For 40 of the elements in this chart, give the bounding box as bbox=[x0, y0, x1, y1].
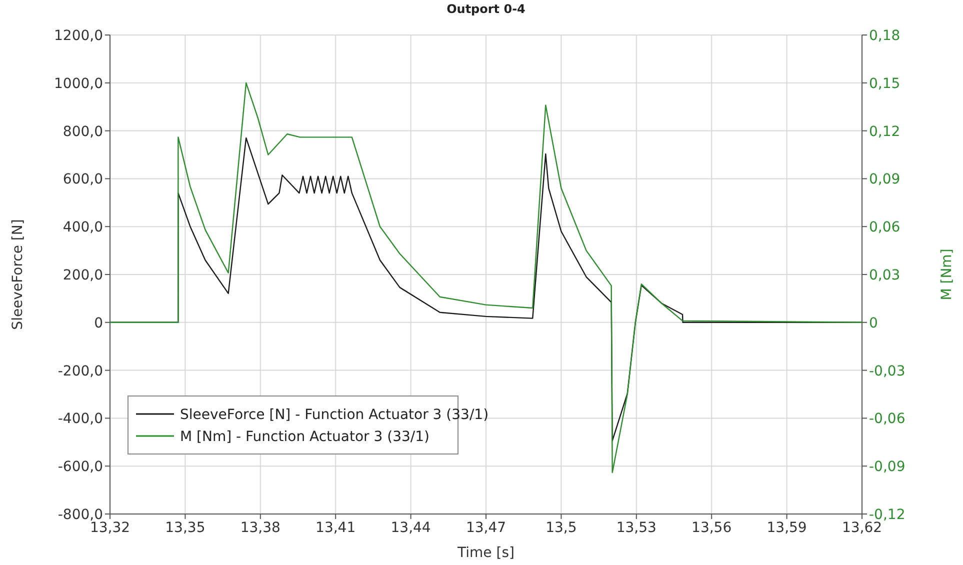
x-tick-label: 13,41 bbox=[316, 520, 356, 536]
line-series bbox=[109, 82, 863, 474]
y2-tick-label: 0,15 bbox=[869, 76, 900, 92]
y2-tick-label: -0,12 bbox=[869, 507, 906, 523]
y-tick-label: -800,0 bbox=[58, 507, 103, 523]
x-tick-label: 13,47 bbox=[466, 520, 506, 536]
legend-label: SleeveForce [N] - Function Actuator 3 (33/1) bbox=[180, 407, 489, 423]
y-axis-title: SleeveForce [N] bbox=[10, 219, 26, 330]
y-tick-label: 1200,0 bbox=[54, 28, 103, 44]
y2-tick-label: 0,18 bbox=[869, 28, 900, 44]
y2-tick-label: 0,09 bbox=[869, 172, 900, 188]
y-tick-label: -600,0 bbox=[58, 459, 103, 476]
y2-tick-label: 0 bbox=[869, 315, 878, 332]
y2-axis-title: M [Nm] bbox=[939, 248, 955, 300]
y2-tick-label: 0,03 bbox=[869, 268, 900, 284]
y2-tick-label: 0,06 bbox=[869, 220, 900, 236]
chart-title: Outport 0-4 bbox=[446, 2, 526, 16]
y2-tick-label: -0,03 bbox=[869, 363, 906, 380]
x-tick-label: 13,32 bbox=[90, 520, 130, 536]
x-tick-label: 13,62 bbox=[842, 520, 882, 536]
y2-tick-label: -0,06 bbox=[869, 411, 906, 428]
x-tick-label: 13,53 bbox=[616, 520, 656, 536]
x-tick-label: 13,44 bbox=[390, 520, 431, 536]
y2-tick-label: -0,09 bbox=[869, 459, 906, 476]
y-tick-label: 800,0 bbox=[62, 124, 103, 140]
x-tick-label: 13,5 bbox=[546, 520, 577, 536]
y-tick-label: 1000,0 bbox=[54, 76, 103, 92]
y-tick-label: 400,0 bbox=[62, 220, 103, 236]
x-tick-label: 13,59 bbox=[766, 520, 807, 536]
y-tick-label: -400,0 bbox=[58, 411, 103, 428]
legend-label: M [Nm] - Function Actuator 3 (33/1) bbox=[180, 429, 430, 445]
x-tick-label: 13,38 bbox=[240, 520, 280, 536]
x-axis-title: Time [s] bbox=[456, 545, 514, 561]
y2-tick-label: 0,12 bbox=[869, 124, 900, 140]
y-tick-label: -200,0 bbox=[58, 363, 103, 380]
y-tick-label: 600,0 bbox=[62, 172, 103, 188]
y-tick-label: 200,0 bbox=[62, 268, 103, 284]
x-tick-label: 13,56 bbox=[692, 520, 732, 536]
x-tick-label: 13,35 bbox=[165, 520, 206, 536]
y-tick-label: 0 bbox=[94, 315, 103, 332]
